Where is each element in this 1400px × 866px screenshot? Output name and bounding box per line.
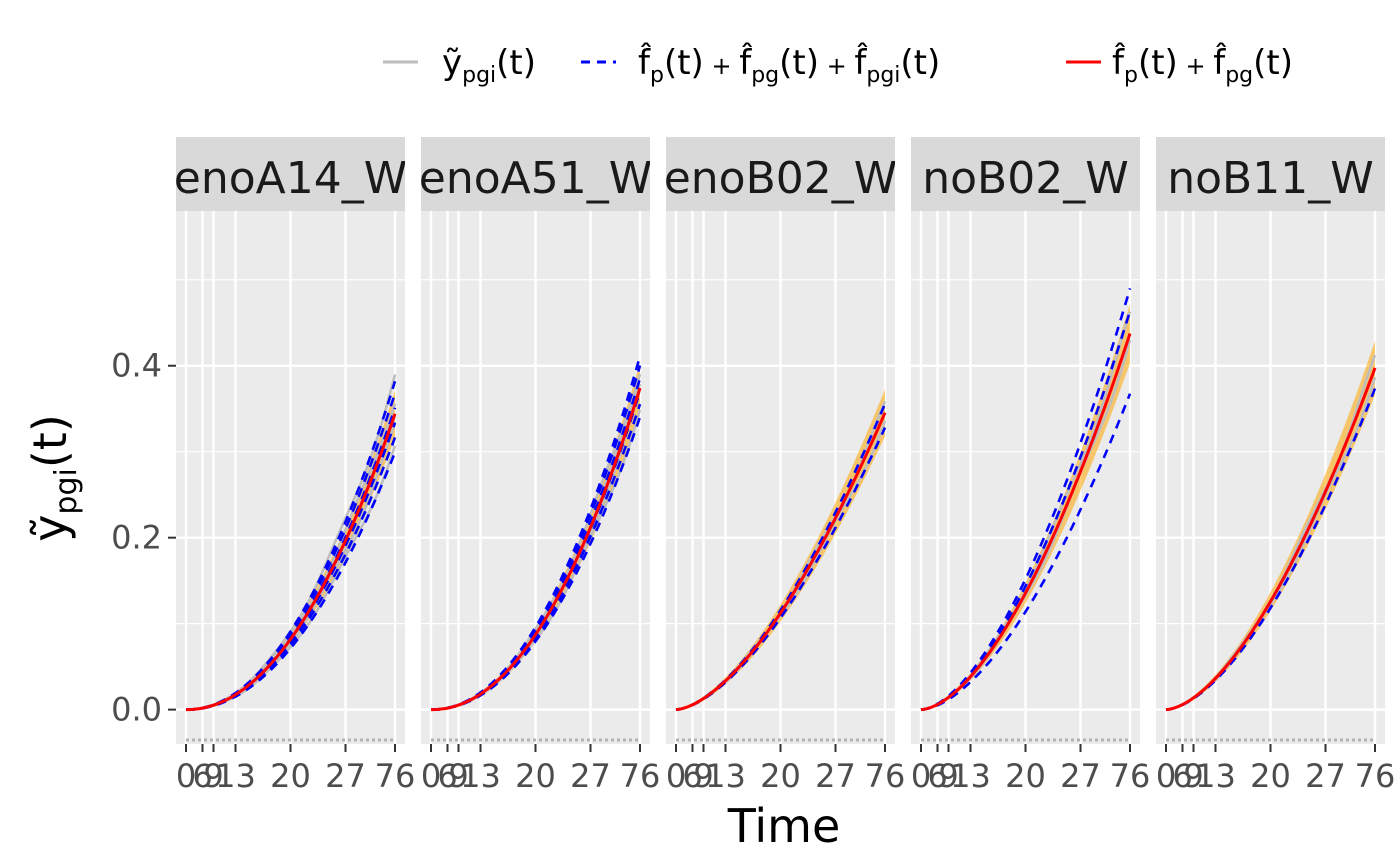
panel-data [920, 288, 1132, 742]
panel-grid [421, 211, 650, 744]
group-curve [920, 333, 1132, 712]
y-axis-title-text: ỹpgi(t) [23, 414, 84, 542]
group-curve [431, 387, 642, 712]
x-tick-label: 13 [950, 757, 991, 795]
group-curve [1165, 367, 1377, 712]
x-tick-label: 27 [1305, 757, 1346, 795]
y-tick-label: 0.0 [111, 691, 162, 729]
x-tick-label: 6 [437, 757, 457, 795]
x-tick-label: 13 [460, 757, 501, 795]
panel-grid [176, 211, 405, 744]
x-tick-label: 76 [620, 757, 661, 795]
y-tick-label: 0.2 [111, 519, 162, 557]
x-tick-label: 9 [693, 757, 713, 795]
x-tick-label: 20 [270, 757, 311, 795]
x-tick-label: 6 [1172, 757, 1192, 795]
x-tick-label: 76 [1355, 757, 1396, 795]
x-tick-label: 0 [421, 757, 441, 795]
x-tick-label: 76 [375, 757, 416, 795]
panel-data [1165, 341, 1377, 742]
group-curve [675, 412, 887, 712]
y-tick-label: 0.4 [111, 347, 162, 385]
x-tick-label: 0 [666, 757, 686, 795]
panel-grid [911, 211, 1140, 744]
x-tick-label: 0 [1156, 757, 1176, 795]
y-axis-title: ỹpgi(t) [23, 414, 84, 542]
x-tick-label: 27 [1060, 757, 1101, 795]
facet-label: noB02_W [922, 153, 1129, 204]
panel-grid [666, 211, 895, 744]
x-tick-label: 0 [911, 757, 931, 795]
x-tick-label: 6 [927, 757, 947, 795]
x-tick-label: 76 [1110, 757, 1151, 795]
legend: ỹpgi(t) f̂p(t) + f̂pg(t) + f̂pgi(t) f̂p… [383, 42, 1293, 88]
facet-strip [666, 137, 895, 211]
facet-label: enoB02_W [664, 153, 898, 204]
panel-data [431, 355, 642, 742]
facet-strip [911, 137, 1140, 211]
x-tick-label: 27 [570, 757, 611, 795]
x-tick-label: 27 [815, 757, 856, 795]
facet-label: enoA14_W [174, 153, 407, 204]
facet-strip [176, 137, 405, 211]
x-tick-label: 20 [1005, 757, 1046, 795]
legend-label-individual: f̂p(t) + f̂pg(t) + f̂pgi(t) [638, 42, 940, 88]
x-tick-label: 9 [1183, 757, 1203, 795]
y-axis: 0.0 0.2 0.4 [111, 347, 176, 729]
x-tick-label: 9 [938, 757, 958, 795]
group-curve [186, 413, 397, 712]
facet-strip [1156, 137, 1385, 211]
x-tick-label: 6 [682, 757, 702, 795]
panel-data [186, 374, 397, 742]
x-tick-label: 13 [1195, 757, 1236, 795]
x-tick-label: 0 [176, 757, 196, 795]
y-axis-title-group: ỹpgi(t) [23, 414, 84, 542]
x-axis-title: Time [727, 799, 841, 853]
individual-curve [920, 393, 1132, 711]
x-tick-label: 9 [448, 757, 468, 795]
legend-label-observed: ỹpgi(t) [442, 43, 536, 88]
x-tick-label: 20 [515, 757, 556, 795]
x-tick-label: 13 [215, 757, 256, 795]
panel-data [675, 389, 887, 742]
x-tick-label: 6 [192, 757, 212, 795]
legend-label-group: f̂p(t) + f̂pg(t) [1112, 42, 1293, 88]
x-tick-label: 20 [760, 757, 801, 795]
facet-label: noB11_W [1167, 153, 1374, 204]
x-tick-label: 27 [325, 757, 366, 795]
facet-label: enoA51_W [419, 153, 652, 204]
facet-strip [421, 137, 650, 211]
x-tick-label: 76 [865, 757, 906, 795]
x-tick-label: 13 [705, 757, 746, 795]
x-tick-label: 20 [1250, 757, 1291, 795]
x-tick-label: 9 [203, 757, 223, 795]
